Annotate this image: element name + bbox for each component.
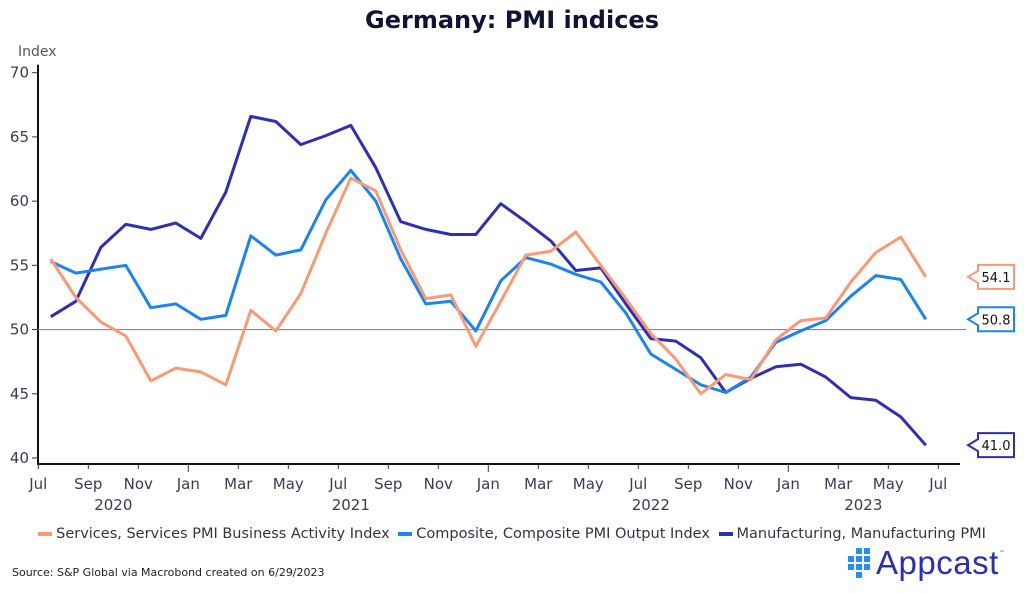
x-tick-label: Mar: [824, 475, 853, 493]
y-tick-label: 40: [10, 449, 29, 467]
appcast-logo-icon: [848, 548, 870, 578]
y-tick-label: 60: [10, 192, 29, 210]
x-tick-label: Mar: [224, 475, 253, 493]
x-tick-label: May: [573, 475, 604, 493]
series-line-composite: [50, 168, 928, 394]
x-tick-label: Sep: [674, 475, 702, 493]
x-tick-label: Sep: [374, 475, 402, 493]
x-tick-label: Jul: [28, 475, 47, 493]
x-tick-label: Jan: [476, 475, 500, 493]
source-note: Source: S&P Global via Macrobond created…: [12, 566, 325, 579]
legend-item-composite: Composite, Composite PMI Output Index: [398, 526, 710, 542]
end-label-value-services: 54.1: [982, 271, 1011, 286]
x-tick-label: May: [873, 475, 904, 493]
series-line-services: [49, 176, 928, 396]
end-label-box-manufacturing: [966, 432, 1015, 459]
appcast-wordmark: Appcast: [876, 544, 999, 581]
x-tick-label: Nov: [424, 475, 453, 493]
x-year-label: 2021: [332, 496, 370, 514]
chart-title: Germany: PMI indices: [365, 6, 659, 34]
x-tick-label: Jul: [928, 475, 947, 493]
x-tick-label: Nov: [124, 475, 153, 493]
legend-swatch-composite: [398, 532, 413, 536]
legend-label-composite: Composite, Composite PMI Output Index: [416, 526, 710, 542]
legend-label-services: Services, Services PMI Business Activity…: [56, 526, 390, 542]
trademark-mark: ™: [998, 550, 1005, 557]
end-label-box-services: [966, 263, 1015, 290]
x-tick-label: Sep: [74, 475, 102, 493]
y-tick-label: 55: [10, 256, 29, 274]
y-axis-title: Index: [18, 44, 57, 60]
end-label-value-manufacturing: 41.0: [982, 439, 1011, 454]
x-tick-label: Jul: [628, 475, 647, 493]
x-tick-label: Jan: [776, 475, 800, 493]
appcast-logo: Appcast ™: [848, 544, 1005, 582]
x-tick-label: Nov: [724, 475, 753, 493]
y-tick-label: 50: [10, 321, 29, 339]
x-year-label: 2020: [94, 496, 132, 514]
end-label-value-composite: 50.8: [982, 313, 1011, 328]
end-label-box-composite: [966, 306, 1015, 333]
y-tick-label: 45: [10, 385, 29, 403]
y-tick-label: 65: [10, 128, 29, 146]
x-tick-label: May: [273, 475, 304, 493]
legend-item-manufacturing: Manufacturing, Manufacturing PMI: [718, 526, 986, 542]
legend: Services, Services PMI Business Activity…: [0, 524, 1024, 542]
x-tick-label: Jan: [176, 475, 200, 493]
x-tick-label: Jul: [328, 475, 347, 493]
x-tick-label: Mar: [524, 475, 553, 493]
y-tick-label: 70: [10, 64, 29, 82]
legend-item-services: Services, Services PMI Business Activity…: [38, 526, 390, 542]
legend-swatch-manufacturing: [718, 532, 733, 536]
series-line-manufacturing: [50, 114, 927, 447]
x-year-label: 2023: [844, 496, 882, 514]
x-year-label: 2022: [632, 496, 670, 514]
legend-swatch-services: [38, 532, 53, 536]
legend-label-manufacturing: Manufacturing, Manufacturing PMI: [736, 526, 986, 542]
